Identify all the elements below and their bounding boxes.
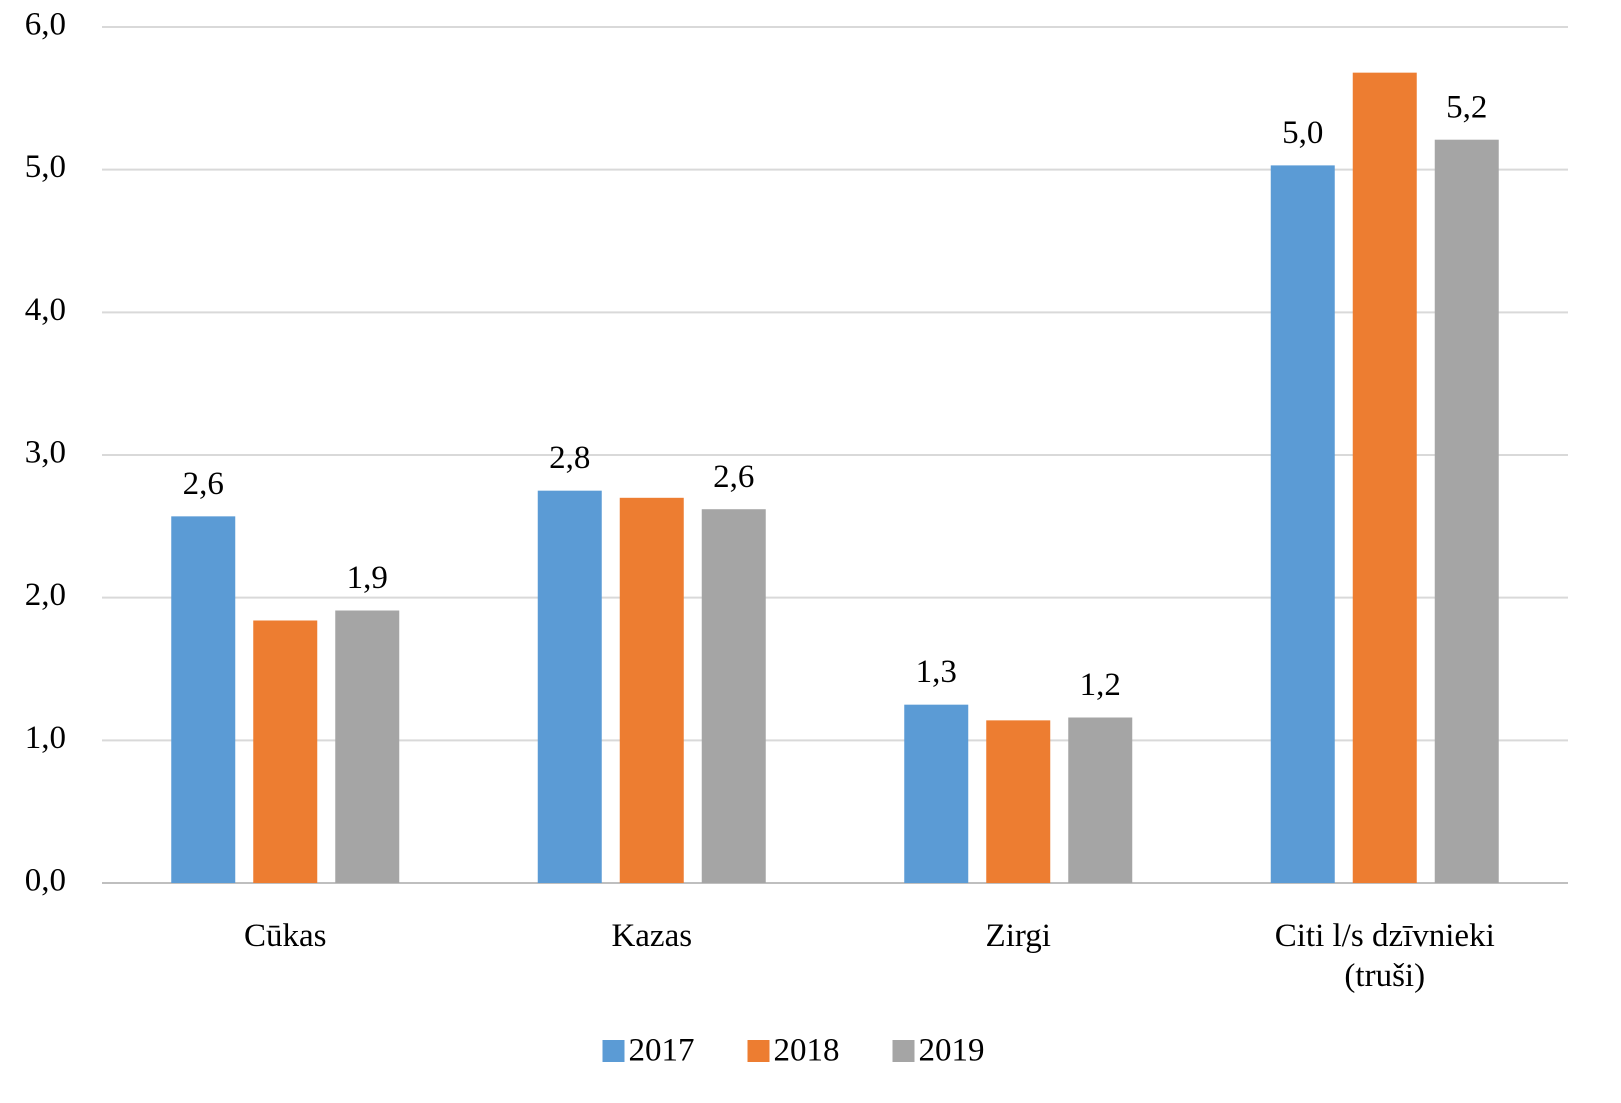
data-label: 2,6 bbox=[713, 459, 754, 495]
legend-label: 2019 bbox=[919, 1033, 985, 1069]
x-tick-label: Kazas bbox=[611, 918, 693, 954]
data-label: 2,8 bbox=[549, 440, 590, 476]
y-tick-label: 6,0 bbox=[25, 7, 66, 43]
y-tick-label: 5,0 bbox=[25, 149, 66, 185]
y-tick-label: 3,0 bbox=[25, 435, 66, 471]
legend-label: 2018 bbox=[774, 1033, 840, 1069]
x-tick-label: Zirgi bbox=[985, 918, 1051, 954]
y-tick-label: 2,0 bbox=[25, 577, 66, 613]
bar bbox=[537, 490, 602, 883]
legend-swatch bbox=[892, 1040, 915, 1062]
bar bbox=[335, 610, 400, 883]
bar bbox=[1352, 72, 1417, 884]
y-tick-label: 4,0 bbox=[25, 292, 66, 328]
legend-swatch bbox=[747, 1040, 770, 1062]
data-label: 1,2 bbox=[1080, 667, 1121, 703]
bar bbox=[1270, 165, 1335, 884]
x-tick-label: Citi l/s dzīvnieki (truši) bbox=[1274, 918, 1495, 994]
data-label: 1,3 bbox=[916, 654, 957, 690]
bar bbox=[701, 509, 766, 883]
y-tick-label: 1,0 bbox=[25, 720, 66, 756]
data-label: 5,2 bbox=[1446, 89, 1487, 125]
legend-label: 2017 bbox=[629, 1033, 695, 1069]
bar bbox=[986, 720, 1051, 883]
legend-swatch bbox=[602, 1040, 625, 1062]
bar bbox=[904, 704, 969, 883]
bar bbox=[171, 516, 236, 883]
data-label: 2,6 bbox=[183, 466, 224, 502]
x-tick-label: Cūkas bbox=[244, 918, 327, 954]
data-label: 5,0 bbox=[1282, 115, 1323, 151]
data-label: 1,9 bbox=[347, 560, 388, 596]
bar bbox=[1434, 139, 1499, 883]
bar bbox=[1068, 717, 1133, 883]
bar bbox=[619, 497, 684, 883]
bar bbox=[253, 620, 318, 883]
y-tick-label: 0,0 bbox=[25, 863, 66, 899]
